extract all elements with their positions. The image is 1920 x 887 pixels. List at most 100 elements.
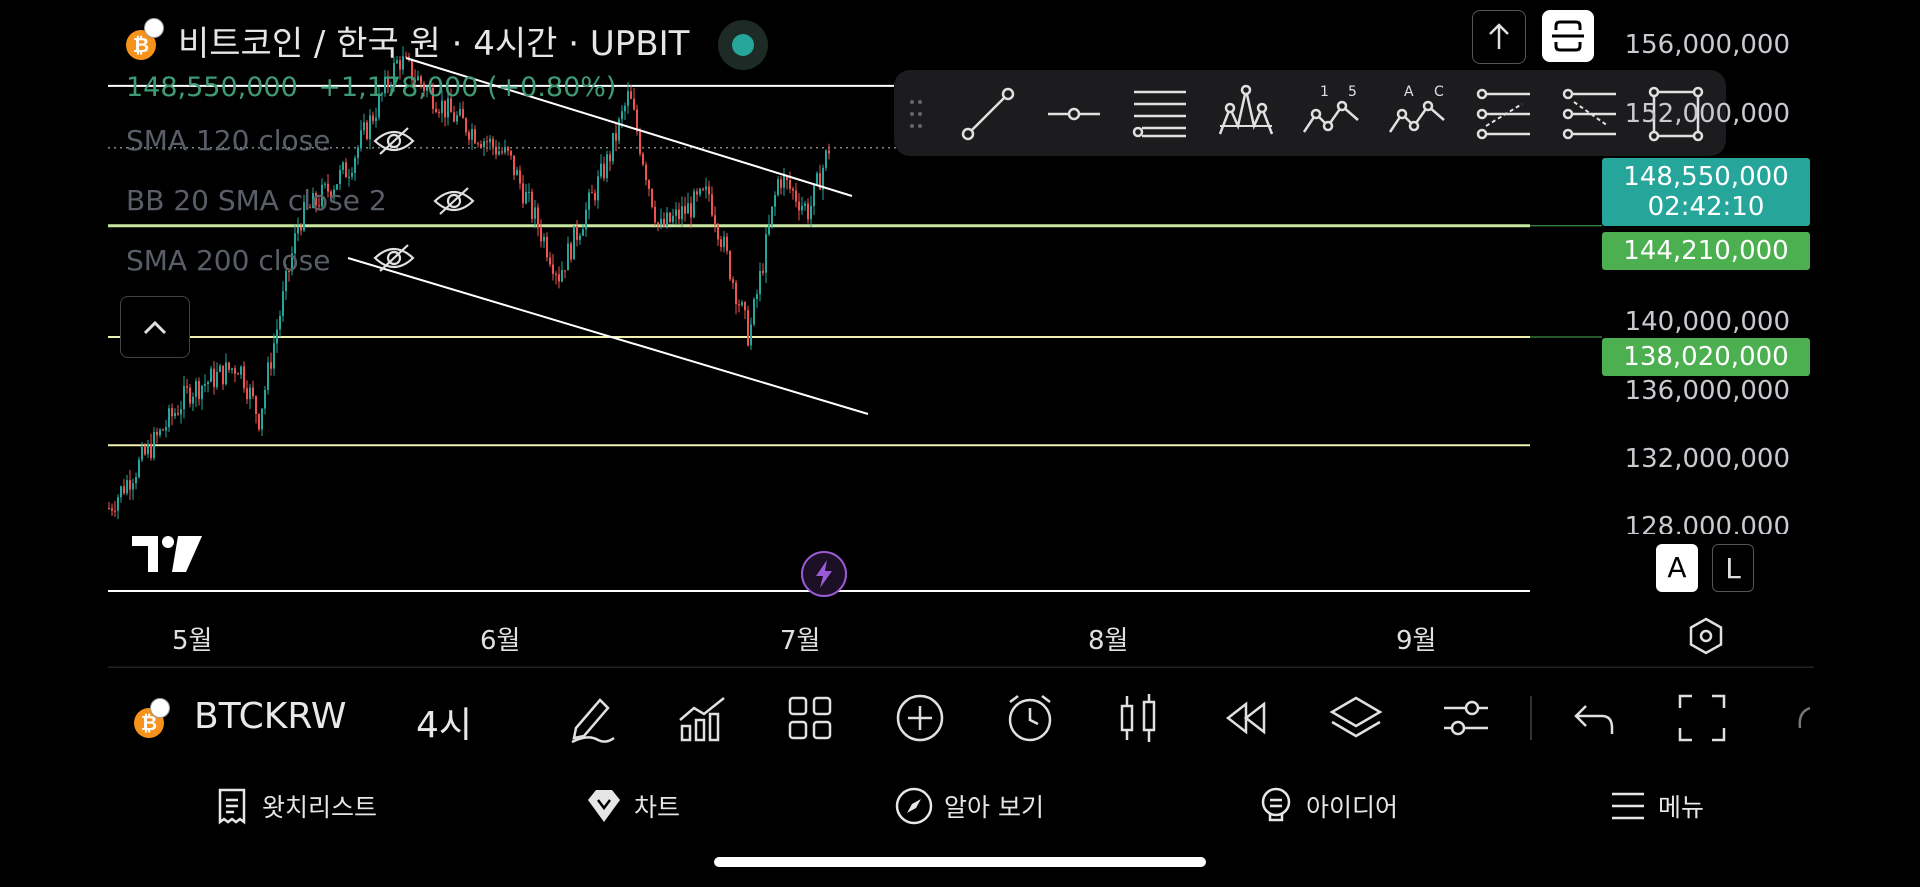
ideas-bulb-icon — [1261, 787, 1291, 822]
candle-body — [744, 302, 746, 311]
market-open-indicator — [718, 20, 768, 70]
candle-body — [387, 76, 389, 88]
chart-area[interactable]: ₿ 비트코인 / 한국 원 · 4시간 · UPBIT 148,550,000 … — [108, 0, 1814, 667]
regression-trend-icon[interactable] — [1558, 82, 1622, 146]
candle-body — [393, 63, 395, 87]
candlestick-icon[interactable] — [1110, 690, 1166, 746]
candle-body — [543, 237, 545, 242]
candle-body — [450, 98, 452, 113]
nav-ideas[interactable]: 아이디어 — [1256, 783, 1398, 829]
toolbar-divider — [1530, 696, 1532, 740]
candle-body — [708, 186, 710, 195]
legend-bb20[interactable]: BB 20 SMA close 2 — [126, 184, 387, 217]
candle-body — [519, 170, 521, 184]
candle-body — [693, 191, 695, 218]
log-scale-button[interactable]: L — [1712, 544, 1754, 592]
replay-icon[interactable] — [1218, 690, 1274, 746]
candle-body — [549, 257, 551, 265]
candle-body — [795, 190, 797, 202]
candle-body — [753, 299, 755, 325]
korea-flag-icon — [150, 698, 170, 718]
candle-body — [570, 243, 572, 260]
candle-body — [681, 206, 683, 220]
eye-hidden-icon[interactable] — [432, 185, 476, 217]
redo-icon[interactable] — [1794, 704, 1814, 734]
candle-body — [786, 176, 788, 181]
eye-hidden-icon[interactable] — [372, 242, 416, 274]
drag-handle-icon[interactable] — [908, 98, 924, 130]
auto-scale-button[interactable]: A — [1656, 544, 1698, 592]
candle-body — [501, 151, 503, 153]
candle-body — [612, 132, 614, 162]
scroll-up-button[interactable] — [1472, 10, 1526, 64]
candle-body — [477, 143, 479, 145]
fullscreen-icon[interactable] — [1674, 690, 1730, 746]
candle-body — [339, 169, 341, 185]
alarm-icon[interactable] — [1002, 690, 1058, 746]
nav-watchlist[interactable]: 왓치리스트 — [212, 783, 377, 829]
candle-body — [174, 413, 176, 417]
candle-body — [312, 193, 314, 208]
horizontal-ray-icon[interactable] — [1042, 82, 1106, 146]
parallel-channel-icon[interactable] — [1472, 82, 1536, 146]
candle-body — [465, 118, 467, 133]
level-tag[interactable]: 144,210,000 — [1602, 232, 1810, 270]
fib-retracement-icon[interactable] — [1128, 82, 1192, 146]
pen-icon[interactable] — [564, 690, 620, 746]
undo-icon[interactable] — [1566, 690, 1622, 746]
candle-body — [372, 115, 374, 121]
price-chart[interactable] — [108, 0, 1814, 667]
candle-body — [294, 233, 296, 254]
candle-body — [213, 368, 215, 388]
candle-body — [546, 237, 548, 258]
bottom-navigation[interactable]: 왓치리스트 차트 알아 보기 아이디어 메뉴 — [0, 767, 1920, 887]
last-price-tag[interactable]: 148,550,000 02:42:10 — [1602, 158, 1810, 226]
candle-body — [564, 270, 566, 272]
nav-explore[interactable]: 알아 보기 — [894, 783, 1044, 829]
templates-grid-icon[interactable] — [782, 690, 838, 746]
chart-title[interactable]: 비트코인 / 한국 원 · 4시간 · UPBIT — [178, 24, 690, 64]
candle-body — [687, 203, 689, 214]
home-indicator[interactable] — [714, 857, 1206, 867]
collapse-legend-button[interactable] — [120, 296, 190, 358]
trend-line-icon[interactable] — [956, 82, 1020, 146]
candle-body — [258, 413, 260, 430]
nav-menu[interactable]: 메뉴 — [1608, 783, 1704, 829]
settings-hexagon-icon[interactable] — [1686, 616, 1726, 656]
layers-icon[interactable] — [1328, 690, 1384, 746]
candle-body — [327, 183, 329, 192]
candle-body — [165, 427, 167, 431]
interval-button[interactable]: 4시 — [416, 705, 473, 746]
legend-sma200[interactable]: SMA 200 close — [126, 244, 331, 277]
add-icon[interactable] — [892, 690, 948, 746]
nav-chart[interactable]: 차트 — [584, 783, 680, 829]
nav-ideas-label: 아이디어 — [1306, 793, 1399, 822]
candle-body — [144, 446, 146, 455]
legend-sma120[interactable]: SMA 120 close — [126, 124, 331, 157]
candle-body — [228, 362, 230, 370]
symbol-button[interactable]: BTCKRW — [194, 696, 347, 737]
candle-body — [819, 173, 821, 190]
bottom-toolbar[interactable]: ₿ BTCKRW 4시 — [108, 667, 1814, 768]
indicators-icon[interactable] — [674, 690, 730, 746]
toggle-toolbar-button[interactable] — [1542, 10, 1594, 62]
head-shoulders-icon[interactable] — [1214, 82, 1278, 146]
candle-body — [633, 98, 635, 110]
candle-body — [471, 129, 473, 140]
candle-body — [732, 279, 734, 283]
eye-hidden-icon[interactable] — [372, 125, 416, 157]
candle-body — [423, 83, 425, 91]
candle-body — [555, 273, 557, 275]
candle-body — [162, 429, 164, 431]
candle-body — [300, 226, 302, 231]
level-tag[interactable]: 138,020,000 — [1602, 338, 1810, 376]
rectangle-icon[interactable] — [1644, 82, 1708, 146]
lightning-icon[interactable] — [800, 550, 848, 598]
settings-sliders-icon[interactable] — [1438, 690, 1494, 746]
candle-body — [192, 396, 194, 404]
candle-body — [696, 191, 698, 195]
candle-body — [195, 381, 197, 397]
